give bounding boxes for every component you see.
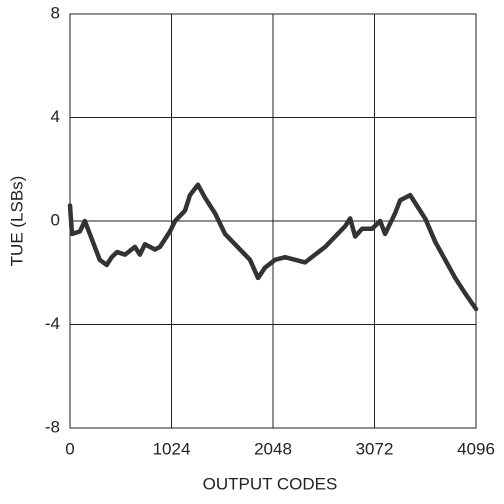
y-axis-label: TUE (LSBs): [7, 176, 26, 267]
x-tick-label: 1024: [153, 439, 191, 458]
x-tick-label: 0: [65, 439, 74, 458]
x-tick-label: 3072: [356, 439, 394, 458]
data-line: [67, 182, 479, 312]
x-tick-label: 4096: [457, 439, 495, 458]
x-tick-label: 2048: [254, 439, 292, 458]
y-tick-label: 0: [51, 210, 60, 229]
y-tick-label: -8: [45, 417, 60, 436]
x-axis-label: OUTPUT CODES: [203, 474, 338, 493]
y-tick-label: 4: [51, 107, 60, 126]
y-tick-label: 8: [51, 3, 60, 22]
y-tick-label: -4: [45, 314, 60, 333]
